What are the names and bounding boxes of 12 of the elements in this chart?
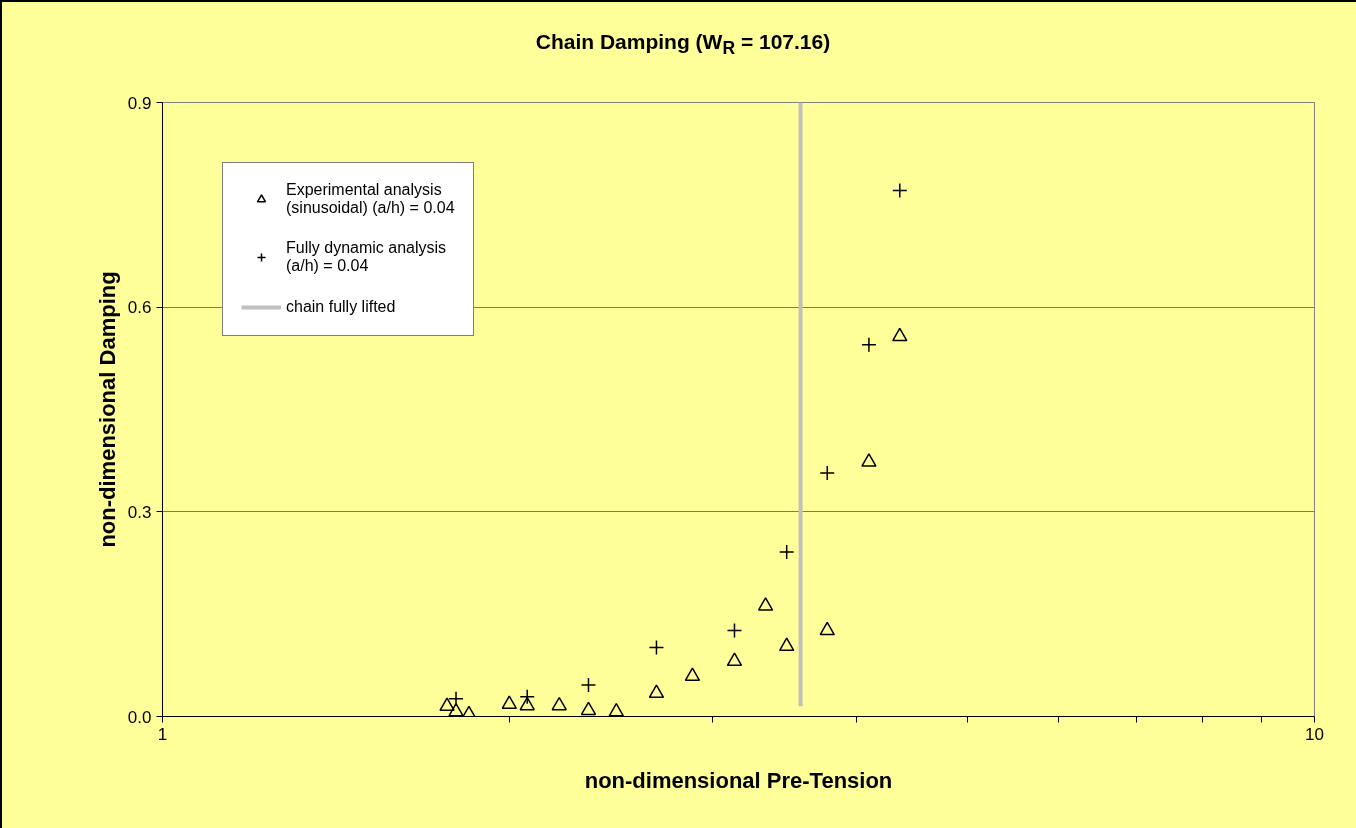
y-tick-label: 0.9 [127, 93, 152, 113]
legend-label: Experimental analysis (sinusoidal) (a/h) = 0.04 [286, 181, 455, 217]
x-tick-label: 10 [1305, 724, 1324, 744]
legend-label: Fully dynamic analysis (a/h) = 0.04 [286, 239, 447, 275]
x-tick-label: 1 [157, 724, 168, 744]
chart-title: Chain Damping (W$_{R}$ = 107.16) [535, 29, 831, 61]
legend-label: chain fully lifted [286, 298, 396, 316]
y-axis-title: non-dimensional Damping [94, 271, 120, 548]
y-tick-label: 0.0 [127, 707, 152, 727]
y-tick-label: 0.3 [127, 502, 152, 522]
y-tick-label: 0.6 [127, 298, 152, 318]
x-axis-title: non-dimensional Pre-Tension [584, 767, 893, 793]
